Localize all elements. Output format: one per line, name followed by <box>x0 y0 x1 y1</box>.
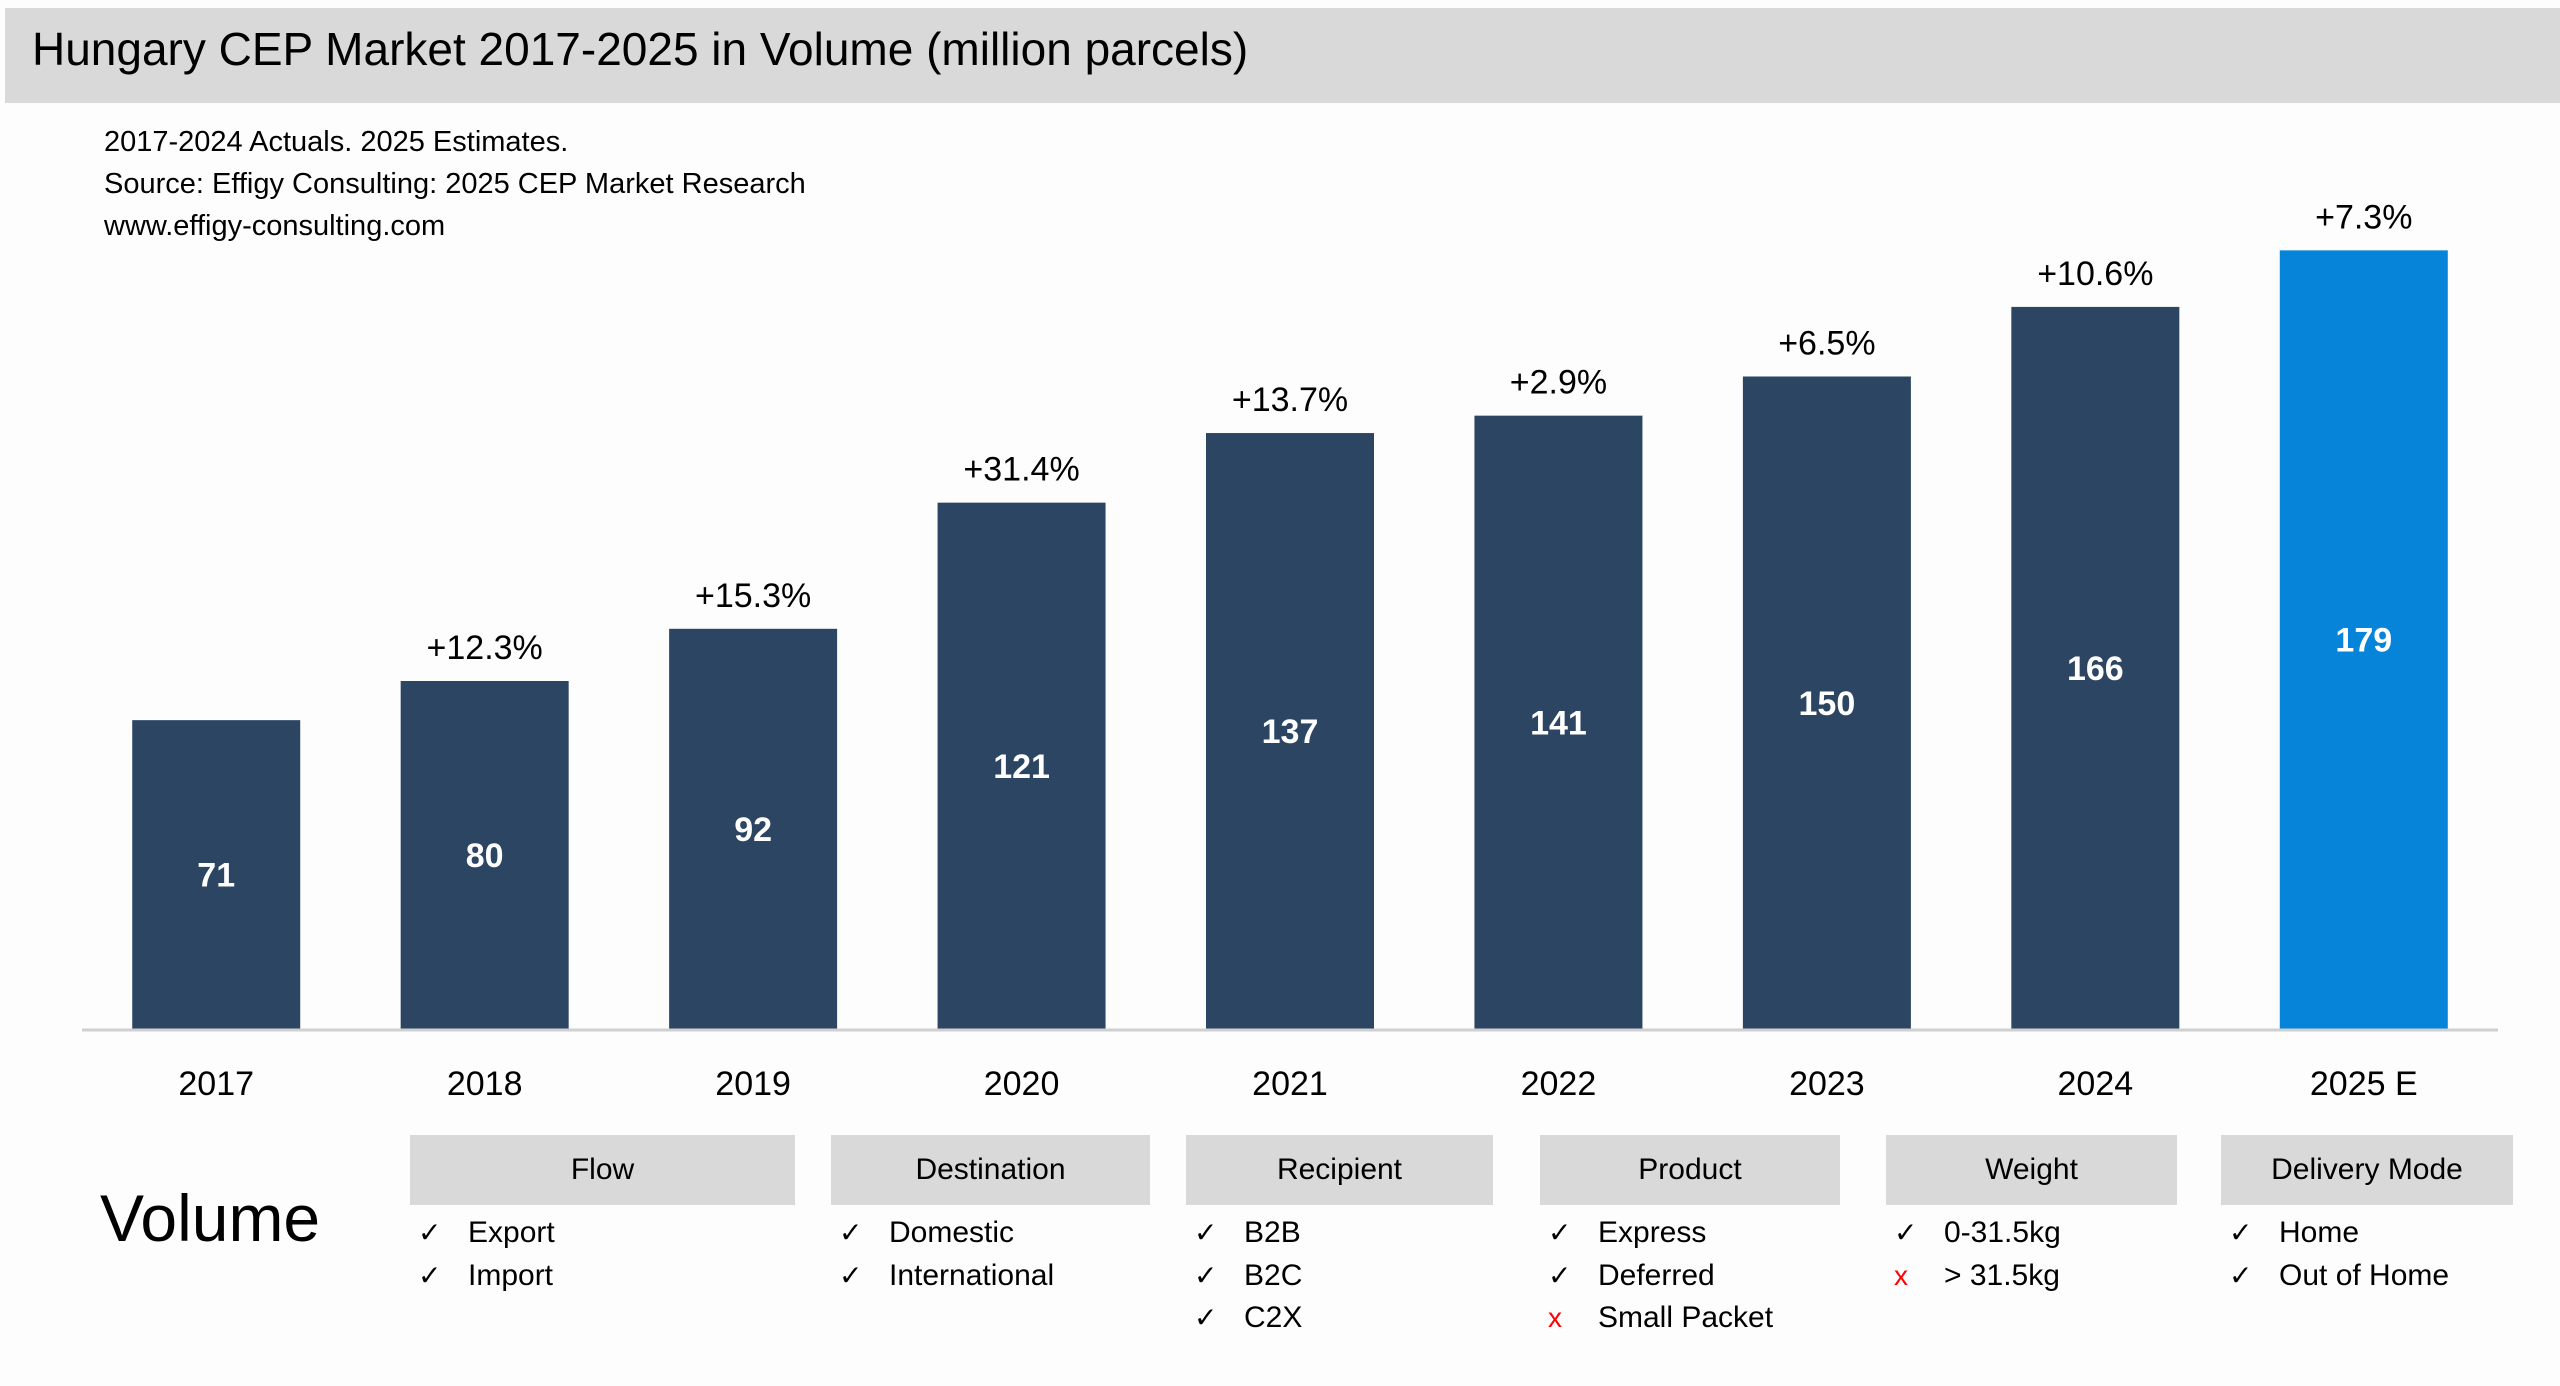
growth-label: +31.4% <box>963 451 1079 489</box>
title-bar <box>5 8 2560 103</box>
scope-item: ✓ B2C <box>1194 1259 1302 1293</box>
x-tick-label: 2025 E <box>2310 1065 2418 1103</box>
scope-header-destination: Destination <box>831 1135 1150 1205</box>
bar <box>400 681 569 1029</box>
scope-item-label: Import <box>468 1259 554 1292</box>
value-label: 137 <box>1262 713 1319 751</box>
x-tick-label: 2024 <box>2058 1065 2134 1103</box>
scope-item-label: Export <box>468 1216 555 1249</box>
check-icon: ✓ <box>1548 1217 1572 1248</box>
scope-item-label: B2B <box>1244 1216 1301 1249</box>
check-icon: ✓ <box>1194 1217 1218 1248</box>
bar <box>2011 306 2180 1029</box>
bar <box>132 720 301 1029</box>
bar <box>669 628 838 1029</box>
note-website: www.effigy-consulting.com <box>104 210 446 242</box>
scope-item: x Small Packet <box>1548 1301 1773 1335</box>
value-label: 141 <box>1530 704 1587 742</box>
x-tick-label: 2017 <box>178 1065 254 1103</box>
scope-item-label: > 31.5kg <box>1944 1259 2060 1292</box>
scope-item-label: Domestic <box>889 1216 1015 1249</box>
scope-item-label: Deferred <box>1598 1259 1715 1292</box>
x-tick-label: 2021 <box>1252 1065 1328 1103</box>
cross-icon: x <box>1894 1260 1908 1291</box>
scope-item-label: Out of Home <box>2279 1259 2450 1292</box>
scope-item-label: Small Packet <box>1598 1301 1774 1334</box>
scope-item: ✓ Out of Home <box>2229 1259 2449 1293</box>
growth-label: +12.3% <box>427 629 543 667</box>
check-icon: ✓ <box>1194 1260 1218 1291</box>
x-tick-label: 2018 <box>447 1065 523 1103</box>
scope-header-product: Product <box>1540 1135 1840 1205</box>
check-icon: ✓ <box>418 1217 442 1248</box>
scope-item-label: Express <box>1598 1216 1707 1249</box>
value-label: 71 <box>197 857 235 895</box>
scope-header-weight: Weight <box>1886 1135 2177 1205</box>
scope-item: ✓ Export <box>418 1216 555 1250</box>
value-label: 150 <box>1799 685 1856 723</box>
scope-item-label: 0-31.5kg <box>1944 1216 2061 1249</box>
bar <box>937 502 1106 1029</box>
value-label: 80 <box>466 837 504 875</box>
value-label: 92 <box>734 811 772 849</box>
x-tick-label: 2023 <box>1789 1065 1865 1103</box>
scope-item: x > 31.5kg <box>1894 1259 2060 1293</box>
note-actuals: 2017-2024 Actuals. 2025 Estimates. <box>104 126 569 158</box>
scope-item-label: C2X <box>1244 1301 1303 1334</box>
check-icon: ✓ <box>1194 1302 1218 1333</box>
check-icon: ✓ <box>839 1217 863 1248</box>
bar <box>2279 250 2448 1030</box>
page-title: Hungary CEP Market 2017-2025 in Volume (… <box>32 23 1249 75</box>
scope-item: ✓ C2X <box>1194 1301 1302 1335</box>
scope-item: ✓ Home <box>2229 1216 2359 1250</box>
scope-header-recipient: Recipient <box>1186 1135 1493 1205</box>
scope-header-flow: Flow <box>410 1135 795 1205</box>
scope-item-label: International <box>889 1259 1055 1292</box>
scope-item: ✓ Deferred <box>1548 1259 1715 1293</box>
growth-label: +13.7% <box>1232 381 1348 419</box>
bar <box>1474 415 1643 1029</box>
growth-label: +15.3% <box>695 577 811 615</box>
check-icon: ✓ <box>2229 1260 2253 1291</box>
scope-item-label: B2C <box>1244 1259 1303 1292</box>
scope-item: ✓ Express <box>1548 1216 1706 1250</box>
growth-label: +7.3% <box>2315 198 2412 236</box>
growth-label: +2.9% <box>1510 364 1607 402</box>
bar-chart: 71 2017 80 +12.3% 2018 92 +15.3% 2019 121 +31.4% 2… <box>82 198 2498 1103</box>
x-tick-label: 2020 <box>984 1065 1060 1103</box>
value-label: 121 <box>993 748 1050 786</box>
growth-label: +10.6% <box>2037 255 2153 293</box>
note-source: Source: Effigy Consulting: 2025 CEP Mark… <box>104 168 806 200</box>
scope-item: ✓ International <box>839 1259 1054 1293</box>
check-icon: ✓ <box>1894 1217 1918 1248</box>
growth-label: +6.5% <box>1778 325 1875 363</box>
check-icon: ✓ <box>2229 1217 2253 1248</box>
scope-header-delivery-mode: Delivery Mode <box>2221 1135 2513 1205</box>
bar <box>1742 376 1911 1029</box>
x-tick-label: 2022 <box>1521 1065 1597 1103</box>
cross-icon: x <box>1548 1302 1562 1333</box>
x-tick-label: 2019 <box>715 1065 791 1103</box>
scope-item-label: Home <box>2279 1216 2360 1249</box>
scope-label: Volume <box>100 1181 321 1255</box>
check-icon: ✓ <box>1548 1260 1572 1291</box>
scope-item: ✓ Import <box>418 1259 553 1293</box>
value-label: 166 <box>2067 650 2124 688</box>
scope-item: ✓ 0-31.5kg <box>1894 1216 2061 1250</box>
scope-item: ✓ B2B <box>1194 1216 1301 1250</box>
check-icon: ✓ <box>839 1260 863 1291</box>
value-label: 179 <box>2335 622 2392 660</box>
bar <box>1206 433 1374 1029</box>
scope-item: ✓ Domestic <box>839 1216 1014 1250</box>
check-icon: ✓ <box>418 1260 442 1291</box>
